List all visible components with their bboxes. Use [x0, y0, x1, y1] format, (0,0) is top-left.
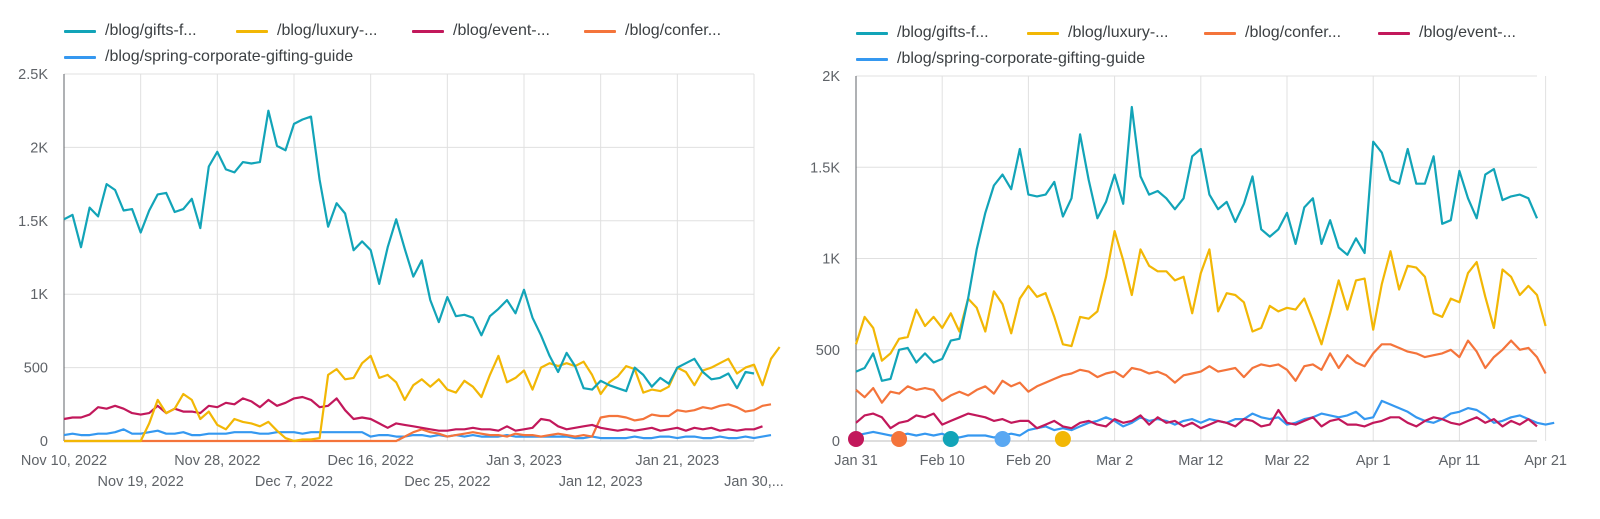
chart-right: /blog/gifts-f... /blog/luxury-... /blog/… [800, 0, 1600, 519]
legend-label: /blog/spring-corporate-gifting-guide [897, 50, 1146, 67]
legend-swatch [584, 29, 616, 33]
y-tick-label: 1.5K [18, 214, 48, 230]
x-tick-label: Jan 30,... [724, 474, 784, 490]
legend-swatch [64, 29, 96, 33]
annotation-marker[interactable] [891, 431, 908, 447]
chart-left: /blog/gifts-f... /blog/luxury-... /blog/… [18, 20, 784, 490]
y-tick-label: 500 [24, 361, 48, 377]
series-line [855, 399, 1555, 439]
legend-swatch [412, 29, 444, 33]
x-tick-label: Mar 2 [1096, 453, 1133, 469]
plot-area-left: 0 500 1K 1.5K 2K 2.5K Nov 10, 2022 Nov 28, 2022… [18, 67, 784, 490]
y-tick-label: 0 [40, 434, 48, 450]
legend-label: /blog/spring-corporate-gifting-guide [105, 48, 354, 65]
legend-swatch [856, 57, 888, 61]
x-tick-label: Jan 3, 2023 [486, 453, 562, 469]
legend-label: /blog/gifts-f... [897, 24, 989, 41]
y-tick-label: 2K [822, 69, 840, 85]
legend-item-luxury[interactable]: /blog/luxury-... [236, 20, 377, 42]
x-tick-label: Apr 21 [1524, 453, 1567, 469]
x-tick-label: Dec 16, 2022 [328, 453, 414, 469]
legend-item-luxury[interactable]: /blog/luxury-... [1027, 22, 1168, 44]
series-line [63, 109, 755, 393]
legend-label: /blog/confer... [625, 22, 722, 39]
y-tick-label: 2K [30, 140, 48, 156]
plot-area-right: 0 500 1K 1.5K 2K Jan 31 Feb 10 Feb 20 Mar 2 Mar 1… [810, 69, 1567, 469]
legend-label: /blog/gifts-f... [105, 22, 197, 39]
legend-item-spring[interactable]: /blog/spring-corporate-gifting-guide [856, 48, 1145, 70]
x-tick-label: Mar 22 [1264, 453, 1309, 469]
x-tick-label: Feb 20 [1006, 453, 1051, 469]
x-tick-label: Nov 19, 2022 [98, 474, 184, 490]
series-line [64, 403, 772, 443]
legend-item-event[interactable]: /blog/event-... [412, 20, 550, 42]
legend-item-gifts[interactable]: /blog/gifts-f... [64, 20, 197, 42]
x-tick-label: Mar 12 [1178, 453, 1223, 469]
x-tick-label: Nov 28, 2022 [174, 453, 260, 469]
y-tick-label: 1K [30, 287, 48, 303]
legend-swatch [1378, 31, 1410, 35]
legend-item-confer[interactable]: /blog/confer... [1204, 22, 1341, 44]
x-tick-label: Apr 11 [1439, 453, 1481, 469]
series-line [855, 105, 1539, 382]
x-tick-label: Dec 25, 2022 [404, 474, 490, 490]
legend-swatch [856, 31, 888, 35]
series-line [855, 339, 1547, 404]
x-tick-label: Apr 1 [1356, 453, 1391, 469]
series-line [855, 408, 1538, 430]
y-tick-label: 0 [832, 434, 840, 450]
legend-label: /blog/event-... [1419, 24, 1516, 41]
legend-item-event[interactable]: /blog/event-... [1378, 22, 1516, 44]
y-tick-label: 500 [816, 343, 840, 359]
legend-label: /blog/luxury-... [277, 22, 378, 39]
legend-swatch [236, 29, 268, 33]
annotation-marker[interactable] [1054, 431, 1071, 447]
annotation-marker[interactable] [848, 431, 864, 447]
y-tick-label: 1K [822, 252, 840, 268]
x-tick-label: Jan 31 [834, 453, 878, 469]
legend-label: /blog/confer... [1245, 24, 1342, 41]
x-tick-label: Dec 7, 2022 [255, 474, 333, 490]
series-line [63, 428, 772, 440]
legend-swatch [1027, 31, 1059, 35]
legend-swatch [1204, 31, 1236, 35]
legend-item-spring[interactable]: /blog/spring-corporate-gifting-guide [64, 46, 353, 68]
legend-item-gifts[interactable]: /blog/gifts-f... [856, 22, 989, 44]
series-line [64, 346, 781, 443]
legend-label: /blog/event-... [453, 22, 550, 39]
legend-item-confer[interactable]: /blog/confer... [584, 20, 721, 42]
x-tick-label: Jan 12, 2023 [559, 474, 643, 490]
x-tick-label: Nov 10, 2022 [21, 453, 107, 469]
annotation-marker[interactable] [994, 431, 1011, 447]
y-tick-label: 1.5K [810, 160, 840, 176]
legend-swatch [64, 55, 96, 59]
series-line [854, 230, 1547, 362]
y-tick-label: 2.5K [18, 67, 48, 83]
x-tick-label: Jan 21, 2023 [635, 453, 719, 469]
annotation-marker[interactable] [942, 431, 959, 447]
x-tick-label: Feb 10 [920, 453, 965, 469]
series-line [63, 395, 763, 432]
legend-label: /blog/luxury-... [1068, 24, 1169, 41]
